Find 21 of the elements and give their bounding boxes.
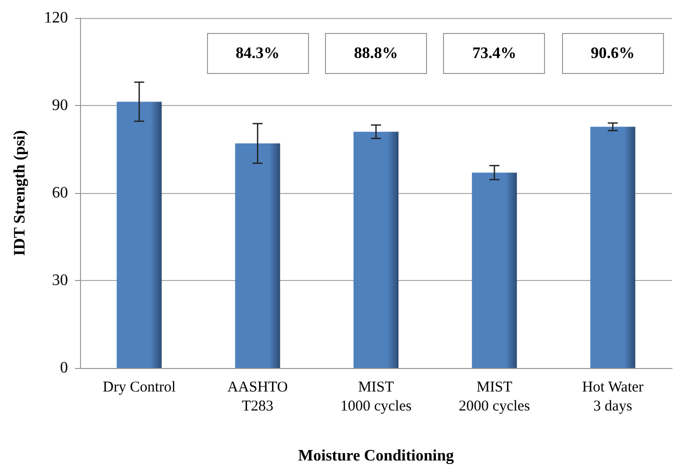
bar: [354, 132, 398, 368]
bar: [590, 126, 636, 368]
x-tick-label: Dry Control: [102, 380, 176, 396]
y-tick-label: 120: [44, 10, 68, 26]
x-tick-label: MIST 2000 cycles: [458, 380, 530, 414]
callout-box: 73.4%: [443, 33, 546, 74]
y-tick-label: 60: [52, 184, 68, 202]
callout-box: 84.3%: [206, 33, 309, 74]
x-tick-label: Hot Water 3 days: [582, 380, 644, 414]
bar: [235, 143, 280, 368]
y-axis-title: IDT Strength (psi): [12, 130, 28, 256]
bar: [116, 102, 162, 368]
x-axis-title: Moisture Conditioning: [298, 448, 454, 464]
y-tick-label: 30: [52, 272, 68, 289]
y-tick-label: 90: [52, 97, 68, 114]
callout-box: 88.8%: [325, 33, 427, 74]
y-tick-label: 0: [60, 360, 68, 376]
x-tick-label: MIST 1000 cycles: [340, 380, 412, 414]
bar: [472, 172, 517, 368]
callout-box: 90.6%: [562, 33, 664, 74]
x-tick-label: AASHTO T283: [227, 380, 288, 414]
